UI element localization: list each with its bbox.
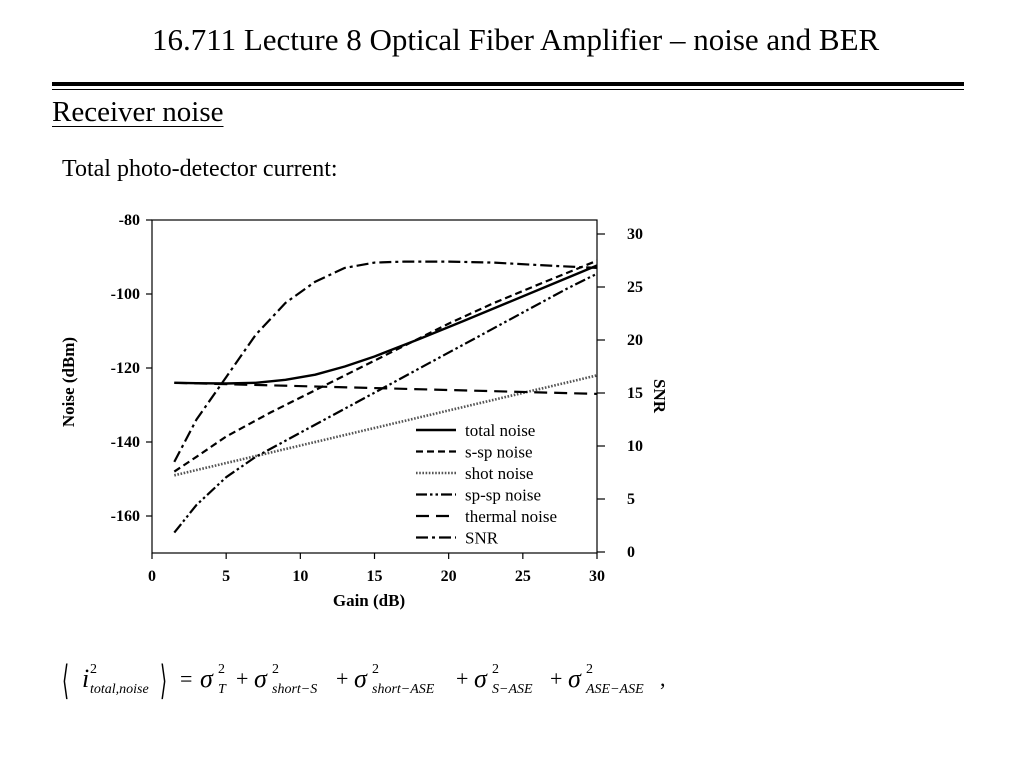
y-axis-left: -80 -100 -120 -140 -160: [111, 212, 152, 525]
y2-axis-label: SNR: [650, 379, 669, 414]
eq-sub-2: short−S: [272, 682, 318, 697]
eq-sub-1: T: [218, 682, 226, 697]
eq-sigma-4: σ: [474, 664, 487, 693]
x-axis-label: Gain (dB): [333, 591, 405, 610]
x-tick-label: 10: [292, 568, 308, 585]
x-tick-label: 30: [589, 568, 605, 585]
noise-snr-chart: 0 5 10 15 20 25 30 -80 -100 -120 -140 -160 0 5 10 15 2…: [59, 212, 669, 610]
y2-tick-label: 0: [627, 544, 635, 561]
legend-label: shot noise: [465, 464, 533, 483]
series-line-s-sp-noise: [173, 259, 598, 473]
y-tick-label: -80: [119, 212, 140, 229]
eq-plus-1: +: [236, 666, 249, 691]
title-rule-thin: [52, 89, 964, 90]
legend-label: thermal noise: [465, 507, 557, 526]
y2-tick-label: 25: [627, 279, 643, 296]
eq-sigma-3: σ: [354, 664, 367, 693]
y-axis-label: Noise (dBm): [59, 337, 78, 427]
y2-tick-label: 15: [627, 385, 643, 402]
eq-sigma-1: σ: [200, 664, 213, 693]
series-line-total-noise: [174, 264, 598, 385]
series-lines: [173, 259, 598, 534]
section-heading: Receiver noise: [52, 96, 224, 128]
eq-sigma-5: σ: [568, 664, 581, 693]
eq-sup-4: 2: [492, 662, 499, 677]
eq-lhs-sub: total,noise: [90, 682, 149, 697]
eq-sub-4: S−ASE: [492, 682, 533, 697]
y-tick-label: -140: [111, 434, 140, 451]
eq-lhs-sup: 2: [90, 662, 97, 677]
x-tick-label: 0: [148, 568, 156, 585]
series-line-snr: [173, 260, 598, 463]
y2-tick-label: 30: [627, 226, 643, 243]
eq-sub-5: ASE−ASE: [586, 682, 644, 697]
eq-sup-3: 2: [372, 662, 379, 677]
y2-tick-label: 10: [627, 438, 643, 455]
eq-plus-2: +: [336, 666, 349, 691]
eq-sigma-2: σ: [254, 664, 267, 693]
x-tick-label: 15: [367, 568, 383, 585]
x-axis: 0 5 10 15 20 25 30: [148, 553, 605, 585]
y2-tick-label: 5: [627, 491, 635, 508]
legend-label: SNR: [465, 529, 499, 548]
y-tick-label: -160: [111, 508, 140, 525]
y-axis-right: 0 5 10 15 20 25 30: [597, 226, 643, 561]
legend: total noise s-sp noise shot noise sp-sp noi…: [416, 421, 557, 548]
left-angle-bracket: ⟨: [62, 658, 70, 703]
legend-label: sp-sp noise: [465, 486, 541, 505]
eq-trailing-comma: ,: [660, 666, 666, 691]
eq-sup-2: 2: [272, 662, 279, 677]
eq-plus-4: +: [550, 666, 563, 691]
x-tick-label: 20: [441, 568, 457, 585]
intro-text: Total photo-detector current:: [62, 156, 338, 182]
right-angle-bracket: ⟩: [160, 658, 168, 703]
y-tick-label: -100: [111, 286, 140, 303]
eq-sup-5: 2: [586, 662, 593, 677]
eq-sub-3: short−ASE: [372, 682, 435, 697]
eq-plus-3: +: [456, 666, 469, 691]
series-line-thermal-noise: [174, 381, 598, 395]
title-rule-thick: [52, 82, 964, 86]
x-tick-label: 25: [515, 568, 531, 585]
slide-title: 16.711 Lecture 8 Optical Fiber Amplifier…: [152, 22, 880, 57]
legend-label: total noise: [465, 421, 535, 440]
legend-label: s-sp noise: [465, 443, 533, 462]
eq-lhs-base: i: [82, 664, 90, 693]
y-tick-label: -120: [111, 360, 140, 377]
y2-tick-label: 20: [627, 332, 643, 349]
eq-equals: =: [180, 666, 193, 691]
x-tick-label: 5: [222, 568, 230, 585]
eq-sup-1: 2: [218, 662, 225, 677]
